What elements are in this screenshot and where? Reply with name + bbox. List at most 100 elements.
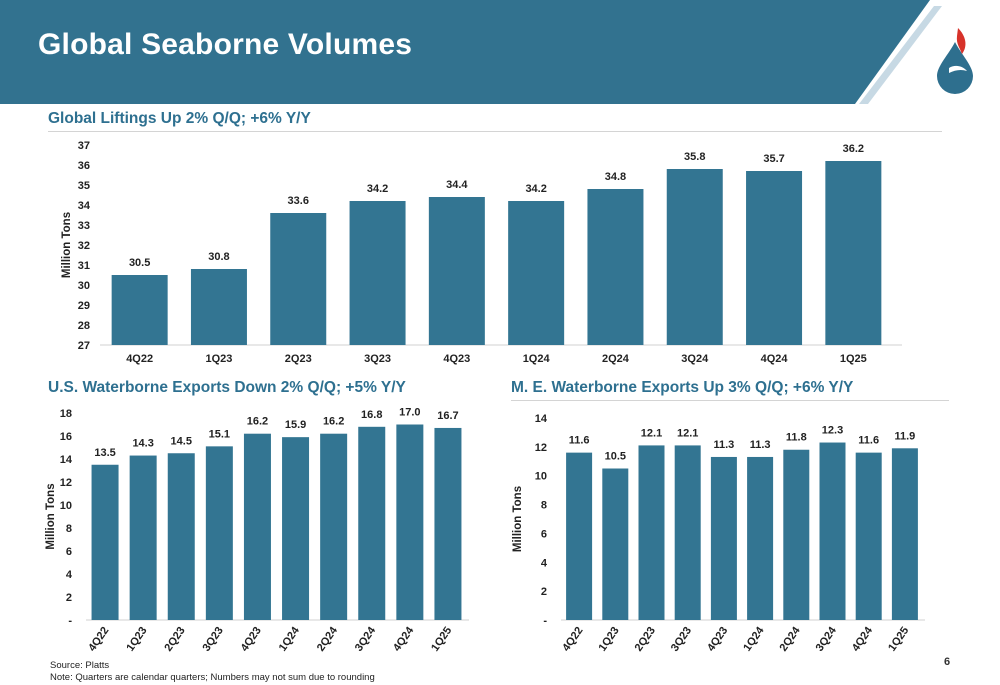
bar xyxy=(891,448,918,620)
bar xyxy=(111,275,168,345)
data-label: 17.0 xyxy=(399,407,420,419)
y-tick-label: 2 xyxy=(66,592,72,604)
x-tick-label: 4Q22 xyxy=(126,353,153,365)
us-exports-title: U.S. Waterborne Exports Down 2% Q/Q; +5%… xyxy=(48,379,406,396)
data-label: 12.1 xyxy=(641,427,662,439)
header-shape xyxy=(0,0,942,104)
y-tick-label: 12 xyxy=(535,442,547,454)
bar xyxy=(674,445,701,620)
y-tick-label: 12 xyxy=(60,477,72,489)
bar xyxy=(746,171,803,345)
bar xyxy=(270,213,327,345)
x-tick-label: 1Q23 xyxy=(205,353,232,365)
page-number: 6 xyxy=(944,656,951,668)
y-tick-label: 14 xyxy=(60,454,73,466)
y-tick-label: 16 xyxy=(60,431,72,443)
global-liftings-rule xyxy=(48,131,942,132)
data-label: 35.8 xyxy=(684,151,705,163)
y-tick-label: - xyxy=(543,615,547,627)
data-label: 13.5 xyxy=(94,447,115,459)
y-tick-label: 37 xyxy=(78,140,90,152)
data-label: 34.2 xyxy=(367,183,388,195)
y-tick-label: 18 xyxy=(60,408,72,420)
data-label: 16.8 xyxy=(361,409,382,421)
y-tick-label: 31 xyxy=(78,260,90,272)
data-label: 12.1 xyxy=(677,427,698,439)
x-tick-label: 1Q25 xyxy=(886,625,911,654)
bar xyxy=(855,452,882,620)
x-tick-label: 1Q24 xyxy=(523,353,551,365)
bar xyxy=(205,446,233,620)
data-label: 34.8 xyxy=(605,171,626,183)
me-exports-title: M. E. Waterborne Exports Up 3% Q/Q; +6% … xyxy=(511,379,854,396)
drop-flame-logo-icon xyxy=(937,28,973,94)
data-label: 33.6 xyxy=(288,195,309,207)
data-label: 30.5 xyxy=(129,257,150,269)
header-fill xyxy=(0,0,930,104)
bar xyxy=(666,169,723,345)
data-label: 14.5 xyxy=(171,435,192,447)
bar xyxy=(358,426,386,620)
bar xyxy=(783,449,810,620)
y-tick-label: 14 xyxy=(535,413,548,425)
y-tick-label: 35 xyxy=(78,180,90,192)
y-tick-label: - xyxy=(68,615,72,627)
y-tick-label: 34 xyxy=(78,200,91,212)
y-tick-label: 32 xyxy=(78,240,90,252)
global-liftings-title: Global Liftings Up 2% Q/Q; +6% Y/Y xyxy=(48,110,311,127)
data-label: 11.3 xyxy=(750,439,771,451)
data-label: 16.7 xyxy=(437,410,458,422)
bar xyxy=(566,452,593,620)
bar xyxy=(825,161,882,345)
source-note: Source: Platts xyxy=(50,660,110,671)
x-tick-label: 3Q24 xyxy=(814,624,840,654)
x-tick-label: 2Q23 xyxy=(633,625,658,654)
bar xyxy=(282,437,310,620)
data-label: 11.6 xyxy=(569,435,590,447)
y-tick-label: 28 xyxy=(78,320,90,332)
header-accent-stripe xyxy=(859,6,942,104)
x-tick-label: 3Q23 xyxy=(669,625,694,654)
data-label: 11.3 xyxy=(713,439,734,451)
bar xyxy=(747,456,774,620)
data-label: 14.3 xyxy=(132,438,153,450)
data-label: 15.1 xyxy=(209,428,230,440)
data-label: 34.2 xyxy=(525,183,546,195)
data-label: 36.2 xyxy=(843,143,864,155)
bar xyxy=(710,456,737,620)
bar xyxy=(428,197,485,345)
bar xyxy=(434,427,462,620)
x-tick-label: 2Q24 xyxy=(777,624,803,654)
bar xyxy=(819,442,846,620)
x-tick-label: 4Q23 xyxy=(705,625,730,654)
bar xyxy=(129,455,157,620)
y-tick-label: 10 xyxy=(60,500,72,512)
y-tick-label: 36 xyxy=(78,160,90,172)
data-label: 15.9 xyxy=(285,419,306,431)
data-label: 11.9 xyxy=(894,430,915,442)
y-axis-title: Million Tons xyxy=(45,483,57,549)
data-label: 12.3 xyxy=(822,425,843,437)
y-tick-label: 30 xyxy=(78,280,90,292)
y-axis-title: Million Tons xyxy=(512,486,524,552)
y-tick-label: 10 xyxy=(535,471,547,483)
bar xyxy=(508,201,565,345)
x-tick-label: 1Q25 xyxy=(840,353,867,365)
bar xyxy=(91,464,119,620)
bar xyxy=(587,189,644,345)
bar xyxy=(167,453,195,620)
x-tick-label: 4Q23 xyxy=(443,353,470,365)
x-tick-label: 4Q24 xyxy=(850,624,876,654)
bar xyxy=(638,445,665,620)
y-tick-label: 27 xyxy=(78,340,90,352)
x-tick-label: 3Q23 xyxy=(364,353,391,365)
x-tick-label: 1Q24 xyxy=(741,624,767,654)
rounding-note: Note: Quarters are calendar quarters; Nu… xyxy=(50,672,375,683)
x-tick-label: 2Q24 xyxy=(602,353,630,365)
bar xyxy=(396,424,424,620)
y-tick-label: 2 xyxy=(541,586,547,598)
bar xyxy=(243,433,271,620)
y-tick-label: 4 xyxy=(66,569,73,581)
y-axis-title: Million Tons xyxy=(61,212,73,278)
